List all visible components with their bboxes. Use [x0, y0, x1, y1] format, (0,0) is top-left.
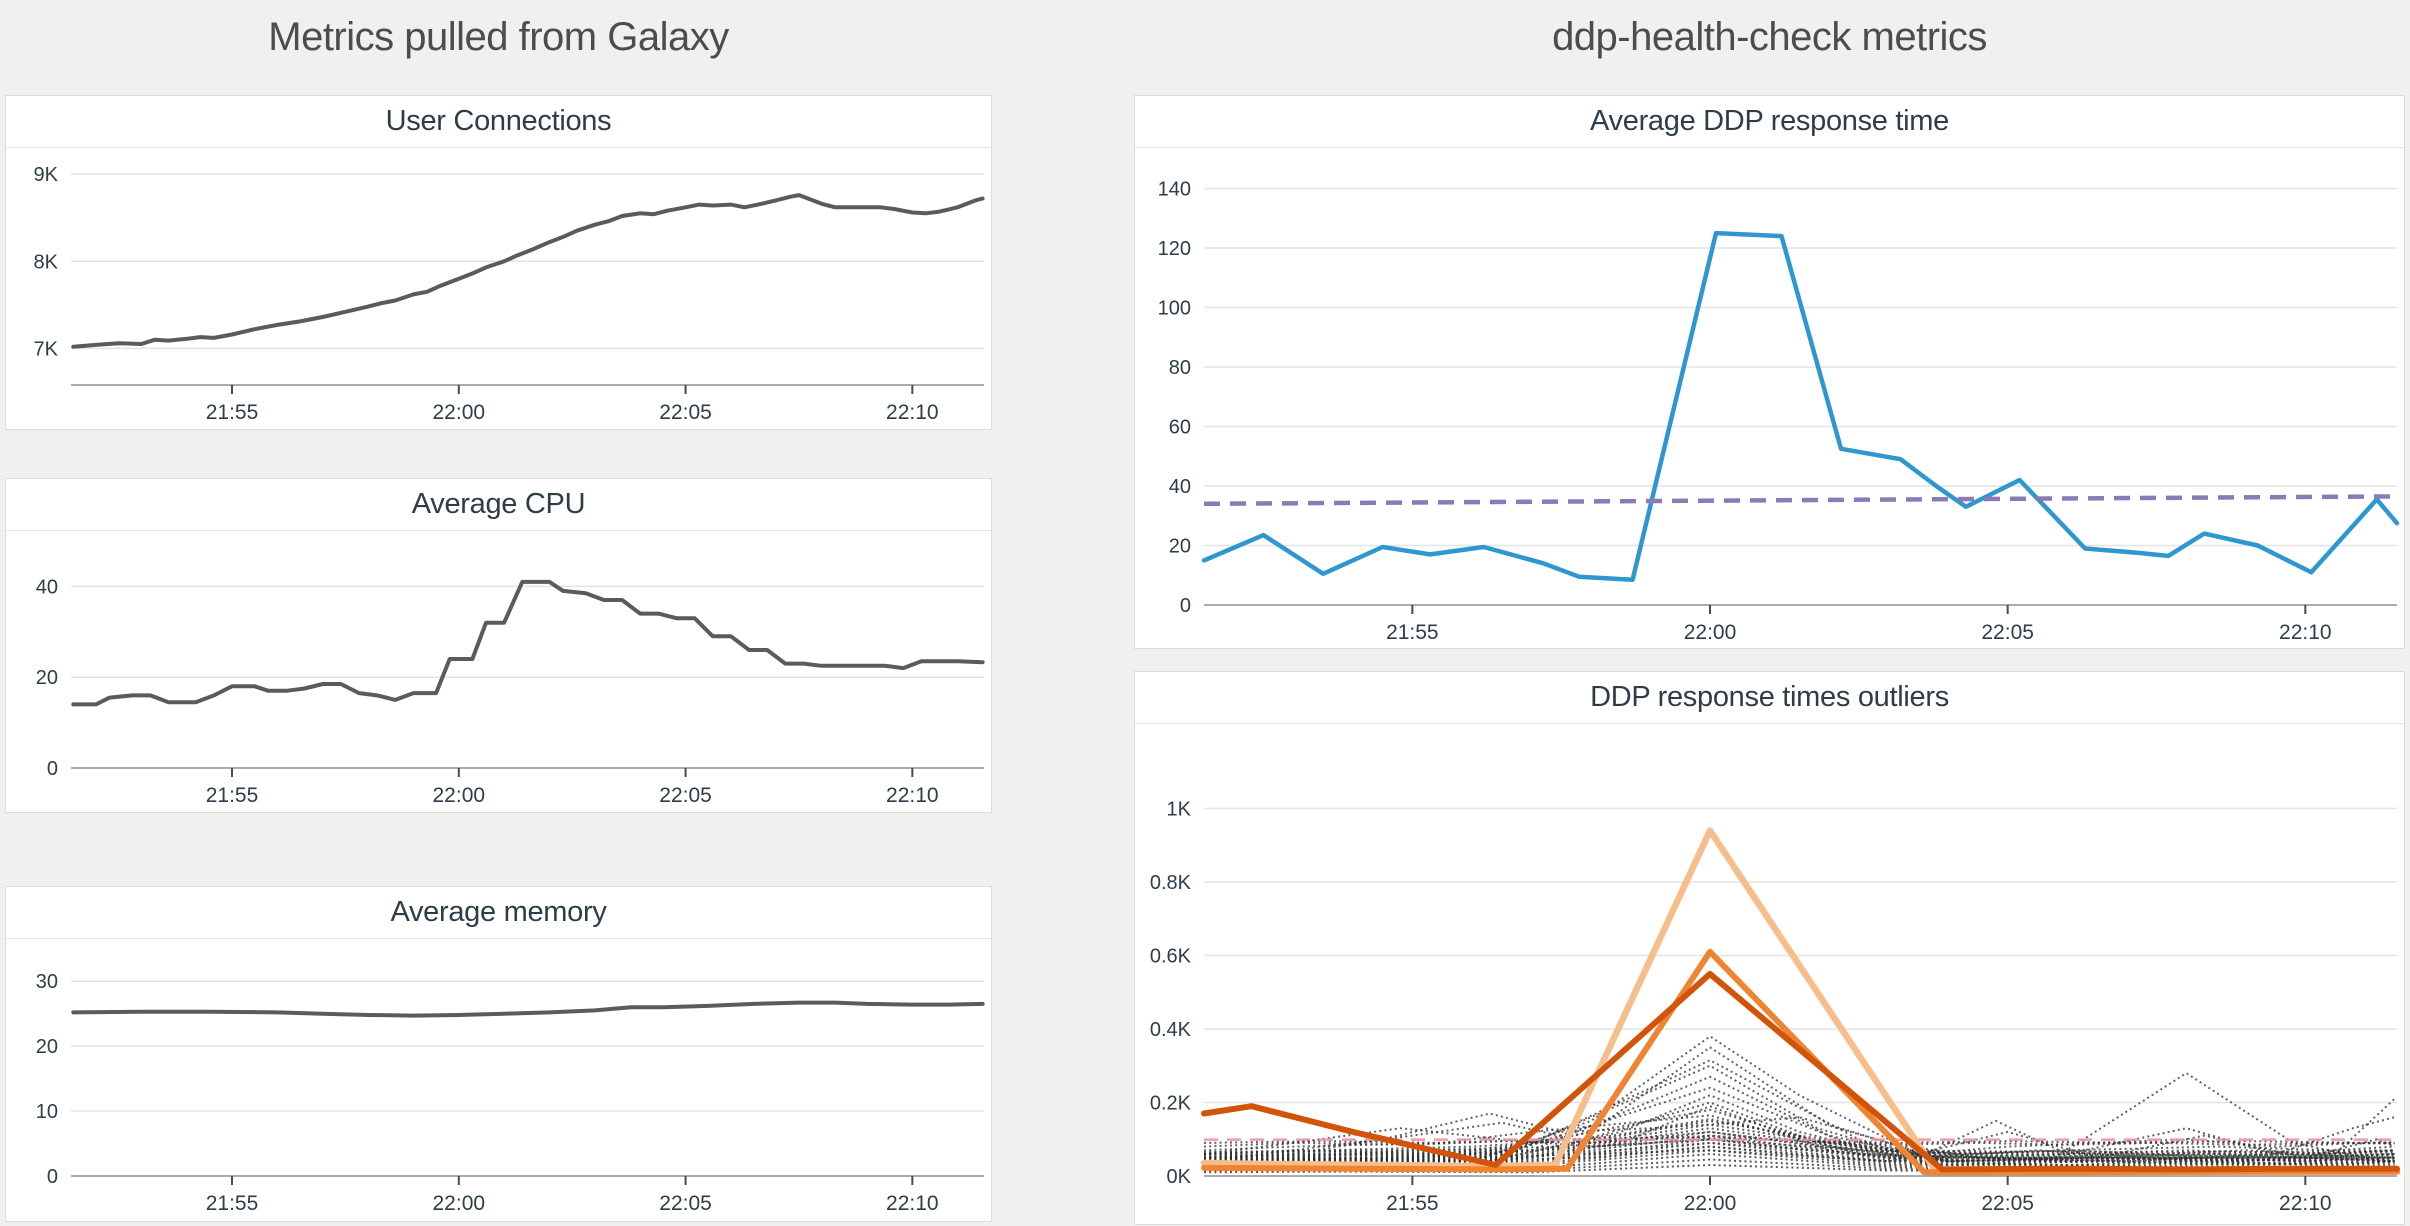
panel-ddp-response-times-outliers: DDP response times outliers 0K 0.2K 0.4K 0.…: [1134, 671, 2405, 1225]
average-cpu-canvas[interactable]: 0 20 40 21:55 22:00 22:05 22:10: [6, 531, 991, 813]
svg-text:22:00: 22:00: [1684, 1192, 1737, 1215]
panel-average-cpu: Average CPU 0 20 40 21:55 22:00 22:05 22:10: [5, 478, 992, 813]
svg-text:21:55: 21:55: [206, 1192, 259, 1215]
svg-text:1K: 1K: [1167, 799, 1192, 821]
user-connections-canvas[interactable]: 7K 8K 9K 21:55 22:00 22:05 22:10: [6, 148, 991, 431]
svg-text:21:55: 21:55: [1386, 1192, 1439, 1215]
svg-text:22:10: 22:10: [2279, 621, 2332, 644]
ddp-response-times-outliers-canvas[interactable]: 0K 0.2K 0.4K 0.6K 0.8K 1K 21:55 22:00 22:05 22:10: [1135, 724, 2404, 1225]
average-memory-chart[interactable]: 0 10 20 30 21:55 22:00 22:05 22:10: [6, 939, 991, 1222]
svg-text:100: 100: [1158, 297, 1191, 319]
svg-text:10: 10: [36, 1101, 58, 1123]
ddp-response-times-outliers-chart[interactable]: 0K 0.2K 0.4K 0.6K 0.8K 1K 21:55 22:00 22:05 22:10: [1135, 724, 2404, 1225]
svg-text:22:10: 22:10: [886, 1192, 939, 1215]
svg-text:22:05: 22:05: [1981, 621, 2034, 644]
average-cpu-title: Average CPU: [6, 479, 991, 531]
svg-text:22:10: 22:10: [886, 401, 939, 424]
average-ddp-response-time-title: Average DDP response time: [1135, 96, 2404, 148]
svg-text:7K: 7K: [34, 338, 59, 360]
column-galaxy-metrics: Metrics pulled from Galaxy User Connecti…: [5, 5, 992, 1222]
panel-user-connections: User Connections 7K 8K 9K 21:55 22:00 22:05 22…: [5, 95, 992, 430]
svg-text:22:10: 22:10: [886, 784, 939, 807]
user-connections-chart[interactable]: 7K 8K 9K 21:55 22:00 22:05 22:10: [6, 148, 991, 431]
average-ddp-response-time-canvas[interactable]: 0 20 40 60 80 100 120 140 21:55 22:00 22:05 22:10: [1135, 148, 2404, 649]
svg-text:22:05: 22:05: [659, 784, 712, 807]
svg-text:0: 0: [47, 1166, 58, 1188]
svg-text:0.6K: 0.6K: [1150, 946, 1192, 968]
svg-text:30: 30: [36, 971, 58, 993]
svg-text:9K: 9K: [34, 164, 59, 186]
ddp-response-times-outliers-title: DDP response times outliers: [1135, 672, 2404, 724]
svg-text:21:55: 21:55: [206, 401, 259, 424]
svg-text:22:05: 22:05: [659, 401, 712, 424]
svg-text:0: 0: [47, 758, 58, 780]
svg-text:20: 20: [36, 1036, 58, 1058]
svg-text:80: 80: [1169, 357, 1191, 379]
svg-text:0K: 0K: [1167, 1166, 1192, 1188]
svg-text:140: 140: [1158, 178, 1191, 200]
user-connections-title: User Connections: [6, 96, 991, 148]
svg-text:22:05: 22:05: [1981, 1192, 2034, 1215]
svg-text:20: 20: [1169, 535, 1191, 557]
svg-text:8K: 8K: [34, 251, 59, 273]
svg-text:0: 0: [1180, 595, 1191, 617]
average-cpu-chart[interactable]: 0 20 40 21:55 22:00 22:05 22:10: [6, 531, 991, 813]
average-memory-canvas[interactable]: 0 10 20 30 21:55 22:00 22:05 22:10: [6, 939, 991, 1222]
svg-text:0.2K: 0.2K: [1150, 1093, 1192, 1115]
panel-average-memory: Average memory 0 10 20 30 21:55 22:00 22:05 22:…: [5, 886, 992, 1222]
svg-text:21:55: 21:55: [206, 784, 259, 807]
svg-text:22:05: 22:05: [659, 1192, 712, 1215]
average-memory-title: Average memory: [6, 887, 991, 939]
svg-text:40: 40: [36, 576, 58, 598]
svg-text:20: 20: [36, 667, 58, 689]
svg-text:22:00: 22:00: [433, 784, 486, 807]
svg-text:120: 120: [1158, 238, 1191, 260]
svg-text:60: 60: [1169, 416, 1191, 438]
left-column-title: Metrics pulled from Galaxy: [268, 15, 729, 59]
svg-text:0.4K: 0.4K: [1150, 1019, 1192, 1041]
svg-text:22:00: 22:00: [433, 401, 486, 424]
right-column-title: ddp-health-check metrics: [1552, 15, 1987, 59]
column-ddp-health-check: ddp-health-check metrics Average DDP res…: [1134, 5, 2405, 1225]
svg-text:40: 40: [1169, 476, 1191, 498]
svg-text:21:55: 21:55: [1386, 621, 1439, 644]
svg-text:22:00: 22:00: [1684, 621, 1737, 644]
svg-text:22:10: 22:10: [2279, 1192, 2332, 1215]
average-ddp-response-time-chart[interactable]: 0 20 40 60 80 100 120 140 21:55 22:00 22:05 22:10: [1135, 148, 2404, 649]
svg-text:0.8K: 0.8K: [1150, 872, 1192, 894]
panel-average-ddp-response-time: Average DDP response time 0 20 40 60 80 100 12…: [1134, 95, 2405, 649]
svg-text:22:00: 22:00: [433, 1192, 486, 1215]
